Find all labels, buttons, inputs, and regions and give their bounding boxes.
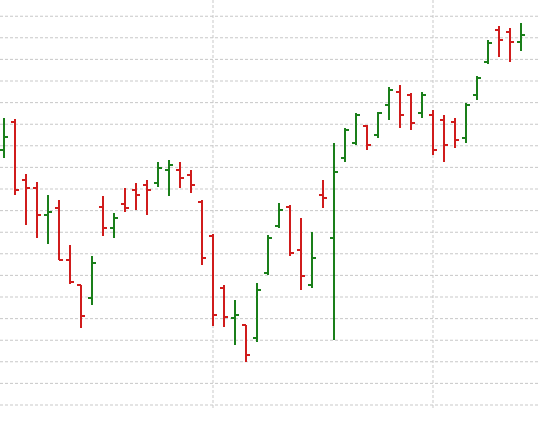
chart <box>0 0 538 410</box>
